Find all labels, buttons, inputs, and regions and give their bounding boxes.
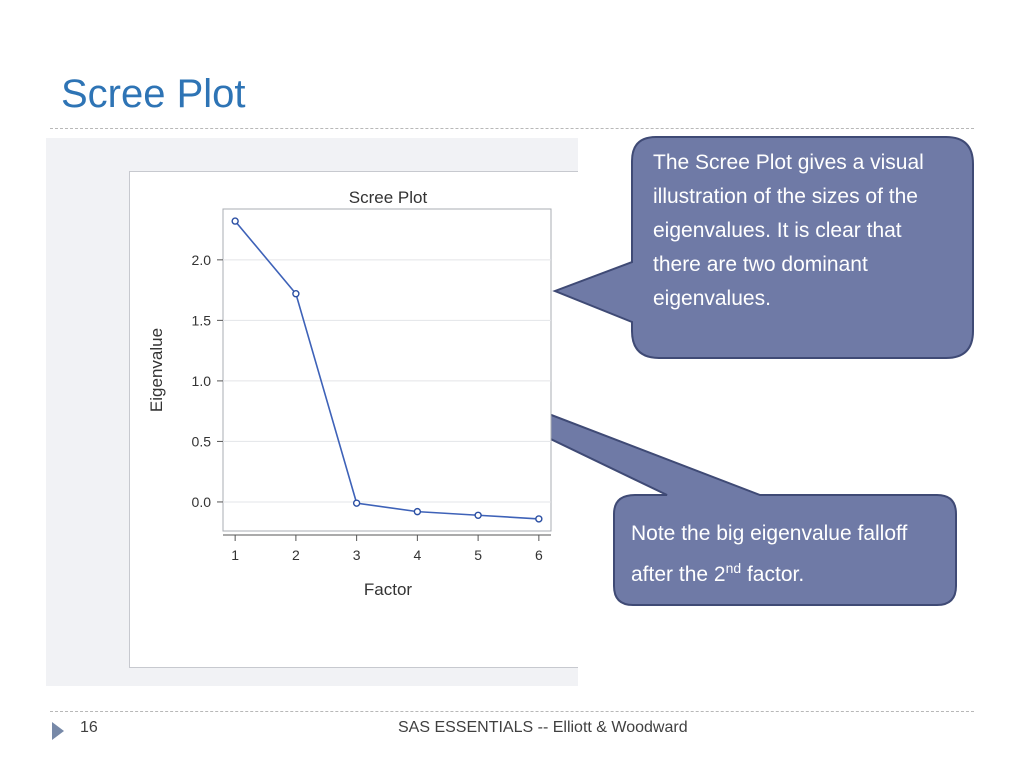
grid-lines (223, 259, 551, 503)
x-tick-label: 5 (474, 547, 482, 563)
footer-text: SAS ESSENTIALS -- Elliott & Woodward (398, 719, 688, 736)
data-point (535, 515, 543, 523)
chart-title: Scree Plot (349, 188, 428, 207)
bullet-arrow-icon (52, 722, 64, 740)
x-tick-label: 1 (231, 547, 239, 563)
x-tick-label: 4 (413, 547, 421, 563)
series-line (234, 220, 539, 520)
y-tick-label: 2.0 (192, 252, 212, 268)
callout-note-superscript: nd (725, 560, 742, 576)
slide-title: Scree Plot (61, 72, 246, 116)
data-point (474, 511, 482, 519)
y-tick-label: 1.5 (192, 312, 212, 328)
y-tick-label: 1.0 (192, 373, 212, 389)
data-point (352, 499, 361, 507)
callout-note-main: Note the big eigenvalue falloff after th… (631, 522, 908, 586)
callout-main-shape (552, 136, 974, 359)
x-tick-label: 3 (353, 547, 361, 563)
y-axis-label: Eigenvalue (147, 328, 166, 412)
y-tick-label: 0.0 (192, 494, 212, 510)
x-axis-label: Factor (364, 580, 413, 599)
title-divider (50, 128, 974, 129)
x-tick-label: 2 (292, 547, 300, 563)
callout-main-text: The Scree Plot gives a visual illustrati… (653, 151, 924, 310)
plot-area (222, 208, 552, 532)
footer-divider (50, 711, 974, 712)
callout-note-text: Note the big eigenvalue falloff after th… (631, 517, 951, 592)
page-number: 16 (80, 719, 98, 736)
x-tick-label: 6 (535, 547, 543, 563)
data-point (231, 217, 239, 225)
data-point (292, 290, 300, 298)
data-point (413, 507, 422, 516)
y-tick-label: 0.5 (192, 433, 212, 449)
callout-note-end: factor. (741, 563, 805, 586)
